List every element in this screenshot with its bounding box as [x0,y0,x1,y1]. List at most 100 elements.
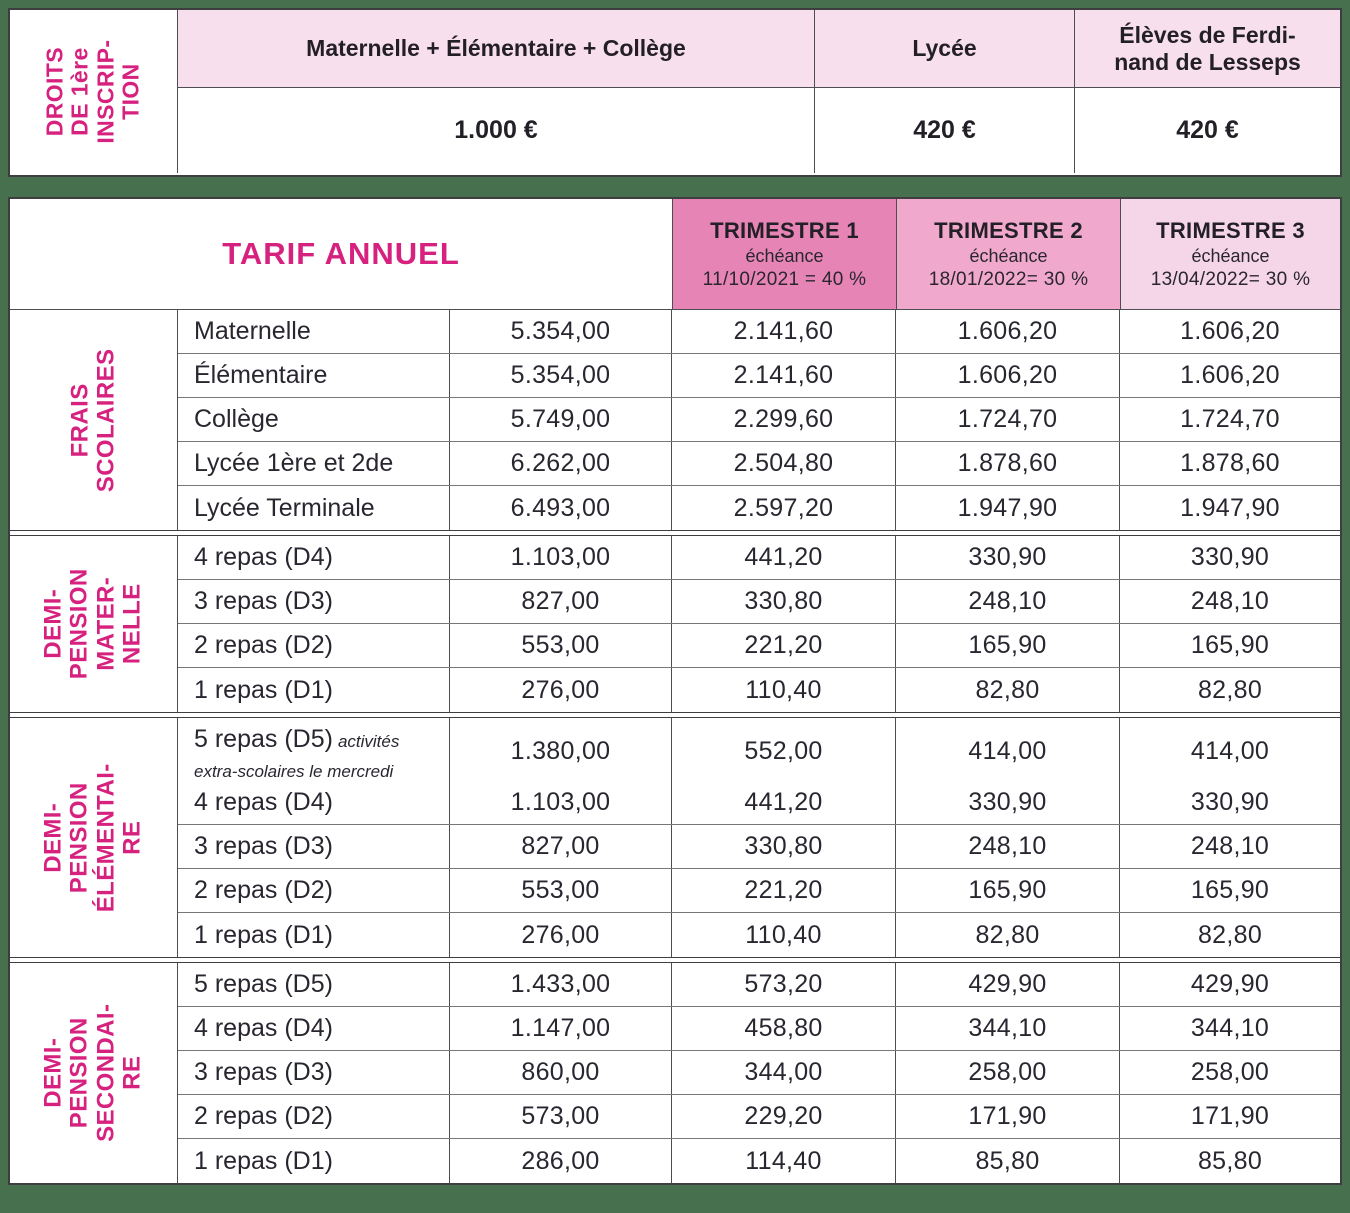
trimestre3-value: 330,90 [1120,536,1340,579]
trimester-2-header: TRIMESTRE 2 échéance 18/01/2022= 30 % [896,199,1120,309]
section-label-cell: DEMI- PENSION ÉLÉMENTAI- RE [10,718,178,957]
trimester-header-name: TRIMESTRE 2 [934,217,1083,243]
annual-value: 827,00 [450,825,672,868]
trimestre2-value: 330,90 [896,781,1120,824]
annual-value: 573,00 [450,1095,672,1138]
row-label: 2 repas (D2) [194,1102,333,1130]
trimestre1-value: 344,00 [672,1051,896,1094]
trimestre3-value: 248,10 [1120,825,1340,868]
row-label-cell: 3 repas (D3) [178,1051,450,1094]
table-row: 1 repas (D1) 286,00 114,40 85,80 85,80 [178,1139,1340,1183]
trimestre1-value: 114,40 [672,1139,896,1183]
row-label-cell: 4 repas (D4) [178,781,450,824]
row-label-cell: 3 repas (D3) [178,825,450,868]
table-row: 2 repas (D2) 573,00 229,20 171,90 171,90 [178,1095,1340,1139]
table-row: 3 repas (D3) 827,00 330,80 248,10 248,10 [178,580,1340,624]
annual-value: 286,00 [450,1139,672,1183]
row-label-cell: 4 repas (D4) [178,1007,450,1050]
row-label-cell: 5 repas (D5) [178,963,450,1006]
trimestre1-value: 221,20 [672,869,896,912]
row-label-cell: Lycée Terminale [178,486,450,530]
trimestre3-value: 429,90 [1120,963,1340,1006]
section-rows: 4 repas (D4) 1.103,00 441,20 330,90 330,90 3 … [178,536,1340,712]
row-label: 3 repas (D3) [194,1058,333,1086]
trimestre1-value: 441,20 [672,536,896,579]
trimestre1-value: 2.141,60 [672,310,896,353]
section-divider [10,957,1340,963]
trimester-header-date: 18/01/2022= 30 % [928,268,1089,290]
trimestre2-value: 171,90 [896,1095,1120,1138]
annual-value: 5.354,00 [450,354,672,397]
trimestre1-value: 458,80 [672,1007,896,1050]
section-divider [10,530,1340,536]
tarif-header-row: TARIF ANNUEL TRIMESTRE 1 échéance 11/10/20… [10,199,1340,310]
trimestre3-value: 1.606,20 [1120,354,1340,397]
section-label-cell: DEMI- PENSION MATER- NELLE [10,536,178,712]
section-label-cell: DEMI- PENSION SECONDAI- RE [10,963,178,1183]
annual-value: 860,00 [450,1051,672,1094]
trimestre3-value: 258,00 [1120,1051,1340,1094]
trimestre1-value: 110,40 [672,668,896,712]
annual-value: 6.493,00 [450,486,672,530]
row-label: 4 repas (D4) [194,1014,333,1042]
trimestre1-value: 221,20 [672,624,896,667]
annual-value: 827,00 [450,580,672,623]
trimestre1-value: 2.597,20 [672,486,896,530]
table-row: 3 repas (D3) 860,00 344,00 258,00 258,00 [178,1051,1340,1095]
annual-value: 553,00 [450,869,672,912]
annual-value: 1.147,00 [450,1007,672,1050]
trimestre3-value: 1.947,90 [1120,486,1340,530]
row-label: 2 repas (D2) [194,631,333,659]
trimestre1-value: 2.299,60 [672,398,896,441]
trimester-header-echeance: échéance [969,245,1048,266]
top-value-cell: 420 € [815,88,1075,173]
row-label-cell: Collège [178,398,450,441]
table-row: Élémentaire 5.354,00 2.141,60 1.606,20 1.606… [178,354,1340,398]
trimestre2-value: 248,10 [896,580,1120,623]
section-label: DEMI- PENSION SECONDAI- RE [39,1003,146,1143]
annual-value: 1.433,00 [450,963,672,1006]
table-row: 2 repas (D2) 553,00 221,20 165,90 165,90 [178,624,1340,668]
trimestre3-value: 414,00 [1120,718,1340,784]
row-label: 2 repas (D2) [194,876,333,904]
row-label-cell: 3 repas (D3) [178,580,450,623]
section-label: DEMI- PENSION ÉLÉMENTAI- RE [39,763,146,912]
row-label-cell: 1 repas (D1) [178,913,450,957]
trimestre2-value: 344,10 [896,1007,1120,1050]
annual-value: 276,00 [450,913,672,957]
trimestre2-value: 1.606,20 [896,310,1120,353]
row-label-cell: 2 repas (D2) [178,1095,450,1138]
inscription-fees-table: DROITS DE 1ère INSCRIP- TION Maternelle … [8,8,1342,177]
table-row: 5 repas (D5) 1.433,00 573,20 429,90 429,90 [178,963,1340,1007]
section: DEMI- PENSION SECONDAI- RE 5 repas (D5) 1.… [10,963,1340,1183]
trimestre2-value: 414,00 [896,718,1120,784]
tarif-annuel-title-cell: TARIF ANNUEL [10,199,672,309]
annual-value: 5.749,00 [450,398,672,441]
trimestre1-value: 330,80 [672,825,896,868]
trimestre3-value: 344,10 [1120,1007,1340,1050]
trimestre3-value: 171,90 [1120,1095,1340,1138]
table-row: 4 repas (D4) 1.147,00 458,80 344,10 344,10 [178,1007,1340,1051]
table-row: 3 repas (D3) 827,00 330,80 248,10 248,10 [178,825,1340,869]
top-value-cell: 1.000 € [178,88,815,173]
section-rows: 5 repas (D5) activités extra-scolaires le… [178,718,1340,957]
row-label: 3 repas (D3) [194,587,333,615]
trimester-3-header: TRIMESTRE 3 échéance 13/04/2022= 30 % [1120,199,1340,309]
table-row: 5 repas (D5) activités extra-scolaires le… [178,718,1340,784]
annual-value: 5.354,00 [450,310,672,353]
trimestre1-value: 330,80 [672,580,896,623]
trimestre2-value: 1.947,90 [896,486,1120,530]
trimester-header-echeance: échéance [745,245,824,266]
row-label-cell: Maternelle [178,310,450,353]
row-label: Maternelle [194,317,311,345]
table-row: Lycée 1ère et 2de 6.262,00 2.504,80 1.878,6… [178,442,1340,486]
annual-value: 553,00 [450,624,672,667]
trimestre3-value: 85,80 [1120,1139,1340,1183]
top-header-cell: Lycée [815,10,1075,88]
trimestre2-value: 429,90 [896,963,1120,1006]
trimestre2-value: 248,10 [896,825,1120,868]
row-label-cell: 2 repas (D2) [178,869,450,912]
tarif-annuel-title: TARIF ANNUEL [222,236,460,271]
annual-value: 1.103,00 [450,781,672,824]
trimestre1-value: 110,40 [672,913,896,957]
